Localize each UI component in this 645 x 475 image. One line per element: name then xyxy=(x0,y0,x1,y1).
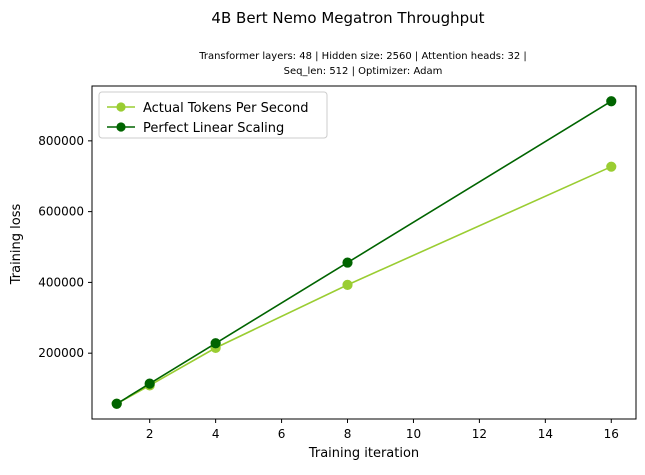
x-axis-label: Training iteration xyxy=(308,446,419,461)
chart-title: 4B Bert Nemo Megatron Throughput xyxy=(211,9,484,27)
legend-marker-2 xyxy=(116,122,126,132)
data-point xyxy=(342,279,353,290)
chart-subtitle-line-2: Seq_len: 512 | Optimizer: Adam xyxy=(284,66,443,77)
plot-frame xyxy=(91,85,637,420)
data-point xyxy=(111,398,122,409)
y-tick-label: 400000 xyxy=(38,275,84,289)
plot-area: 2 4 6 8 10 12 14 16 200000 400000 600000 800000 Actu… xyxy=(38,85,637,441)
data-point xyxy=(144,378,155,389)
x-tick-label: 14 xyxy=(538,427,553,441)
x-tick-label: 6 xyxy=(278,427,286,441)
data-point xyxy=(210,338,221,349)
legend-box xyxy=(98,91,328,139)
x-tick-label: 12 xyxy=(472,427,487,441)
legend-marker-1 xyxy=(116,102,126,112)
x-tick-label: 4 xyxy=(212,427,220,441)
legend-label-2: Perfect Linear Scaling xyxy=(143,121,284,136)
y-axis-label: Training loss xyxy=(9,204,24,286)
x-tick-label: 2 xyxy=(146,427,154,441)
y-tick-label: 200000 xyxy=(38,346,84,360)
data-point xyxy=(342,257,353,268)
chart-subtitle-line-1: Transformer layers: 48 | Hidden size: 25… xyxy=(198,51,527,62)
y-tick-label: 600000 xyxy=(38,205,84,219)
y-tick-label: 800000 xyxy=(38,134,84,148)
x-tick-label: 16 xyxy=(604,427,619,441)
x-tick-label: 8 xyxy=(344,427,352,441)
data-point xyxy=(606,96,617,107)
x-tick-label: 10 xyxy=(406,427,421,441)
legend-label-1: Actual Tokens Per Second xyxy=(143,101,308,116)
data-point xyxy=(606,161,617,172)
